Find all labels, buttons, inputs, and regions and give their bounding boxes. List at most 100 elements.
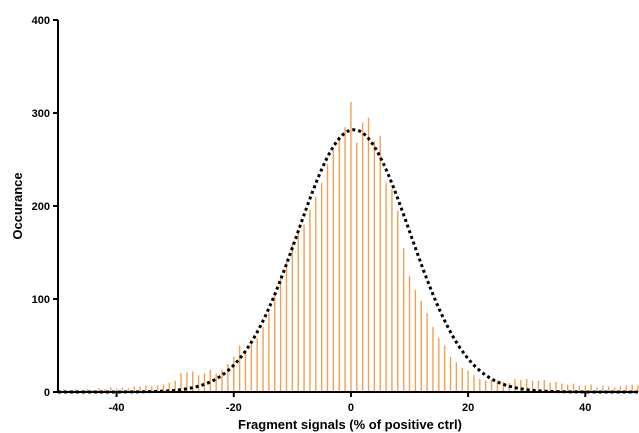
histogram-bar <box>326 164 329 392</box>
histogram-bar <box>133 386 135 392</box>
histogram-bar <box>127 388 129 392</box>
histogram-bar <box>156 385 159 392</box>
histogram-bar <box>361 122 364 393</box>
histogram-bar <box>391 189 393 392</box>
histogram-bar <box>479 378 481 392</box>
histogram-bar <box>186 372 188 392</box>
histogram-bar <box>484 380 487 392</box>
histogram-bar <box>613 387 616 392</box>
histogram-bar <box>309 209 311 392</box>
histogram-bar <box>115 388 118 392</box>
histogram-bar <box>268 312 270 392</box>
x-axis-title: Fragment signals (% of positive ctrl) <box>238 417 462 432</box>
histogram-bar <box>151 386 153 392</box>
histogram-bar <box>461 367 463 392</box>
x-tick-label: -20 <box>226 402 242 414</box>
histogram-bar <box>344 126 346 392</box>
histogram-bar <box>174 380 176 392</box>
y-tick-label: 400 <box>32 15 50 27</box>
x-axis-ticks: -40 -20 0 20 40 <box>109 392 591 414</box>
histogram-bar <box>625 385 627 392</box>
histogram-bar <box>602 385 604 392</box>
x-tick-label: -40 <box>109 402 125 414</box>
histogram-bar <box>420 300 422 392</box>
histogram-bar <box>121 387 124 392</box>
histogram-bar <box>537 380 540 392</box>
histogram-bar <box>238 345 241 392</box>
histogram-bar <box>303 224 305 392</box>
histogram-bar <box>139 386 141 392</box>
histogram-bar <box>104 389 106 392</box>
gaussian-fit-curve <box>58 128 638 394</box>
histogram-bar <box>590 384 592 392</box>
histogram-bar <box>402 247 405 392</box>
histogram-bar <box>496 380 499 392</box>
histogram-bar <box>350 101 352 392</box>
y-axis-title: Occurance <box>10 172 25 239</box>
histogram-bar <box>449 356 452 392</box>
y-tick-label: 100 <box>32 294 50 306</box>
histogram-bar <box>110 387 112 392</box>
histogram-bar <box>467 370 469 392</box>
y-tick-label: 200 <box>32 201 50 213</box>
x-tick-label: 20 <box>462 402 474 414</box>
histogram-bar <box>192 371 194 392</box>
histogram-bar <box>145 385 147 392</box>
histogram-bar <box>426 312 428 392</box>
histogram-bar <box>379 136 381 392</box>
histogram-bar <box>203 373 206 392</box>
histogram-bar <box>209 369 212 392</box>
histogram-bar <box>520 379 522 392</box>
histogram-bar <box>531 380 534 392</box>
histogram-bar <box>285 261 288 392</box>
histogram-bar <box>631 384 633 392</box>
histogram-bar <box>233 356 235 392</box>
histogram-bar <box>578 385 581 392</box>
histogram-bar <box>385 182 387 392</box>
y-tick-label: 0 <box>44 387 50 399</box>
histogram-bar <box>274 294 276 392</box>
histogram-bar <box>227 364 229 392</box>
histogram-bar <box>490 379 493 392</box>
histogram-bar <box>215 373 217 392</box>
histogram-bar <box>256 338 258 392</box>
histogram-bar <box>332 150 335 392</box>
histogram-bar <box>443 345 446 392</box>
histogram-bar <box>367 117 370 393</box>
histogram-bar <box>432 326 434 392</box>
histogram-bar <box>637 385 639 392</box>
histogram-bar <box>297 232 299 392</box>
histogram-bar <box>608 386 610 392</box>
histogram-bar <box>525 378 528 392</box>
histogram-bar <box>567 384 569 392</box>
histogram-bar <box>338 139 340 392</box>
histogram-bar <box>162 384 165 392</box>
histogram-bar <box>244 350 247 392</box>
histogram-bar <box>98 388 100 392</box>
histogram-bar <box>555 381 557 392</box>
histogram-bar <box>619 386 622 392</box>
histogram-bar <box>86 389 88 392</box>
histogram-bar <box>543 379 545 392</box>
y-axis-ticks: 0 100 200 300 400 <box>32 15 58 399</box>
histogram-bar <box>408 275 411 392</box>
histogram-bar <box>373 140 376 392</box>
histogram-bar <box>397 210 399 392</box>
x-tick-label: 0 <box>348 402 354 414</box>
histogram-bars <box>57 101 639 393</box>
histogram-bar <box>74 389 77 392</box>
histogram-bar <box>549 382 551 392</box>
histogram-bar <box>572 383 575 392</box>
histogram-bar <box>455 362 458 392</box>
histogram-bar <box>320 182 323 392</box>
histogram-bar <box>561 383 563 392</box>
histogram-bar <box>250 340 253 392</box>
histogram-bar <box>262 326 264 392</box>
histogram-bar <box>473 375 475 392</box>
histogram-bar <box>63 389 65 392</box>
histogram-bar <box>291 243 294 392</box>
histogram-bar <box>180 373 182 392</box>
histogram-bar <box>584 385 586 392</box>
histogram-bar <box>438 338 440 392</box>
